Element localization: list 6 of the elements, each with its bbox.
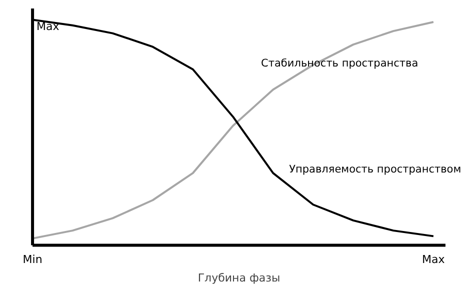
x-axis-title: Глубина фазы — [198, 272, 280, 284]
series-label: Управляемость пространством — [289, 163, 462, 176]
annotation: Max — [36, 20, 60, 33]
text: Max — [422, 253, 446, 266]
series-label: Стабильность пространства — [261, 57, 418, 70]
text: Min — [22, 253, 42, 266]
